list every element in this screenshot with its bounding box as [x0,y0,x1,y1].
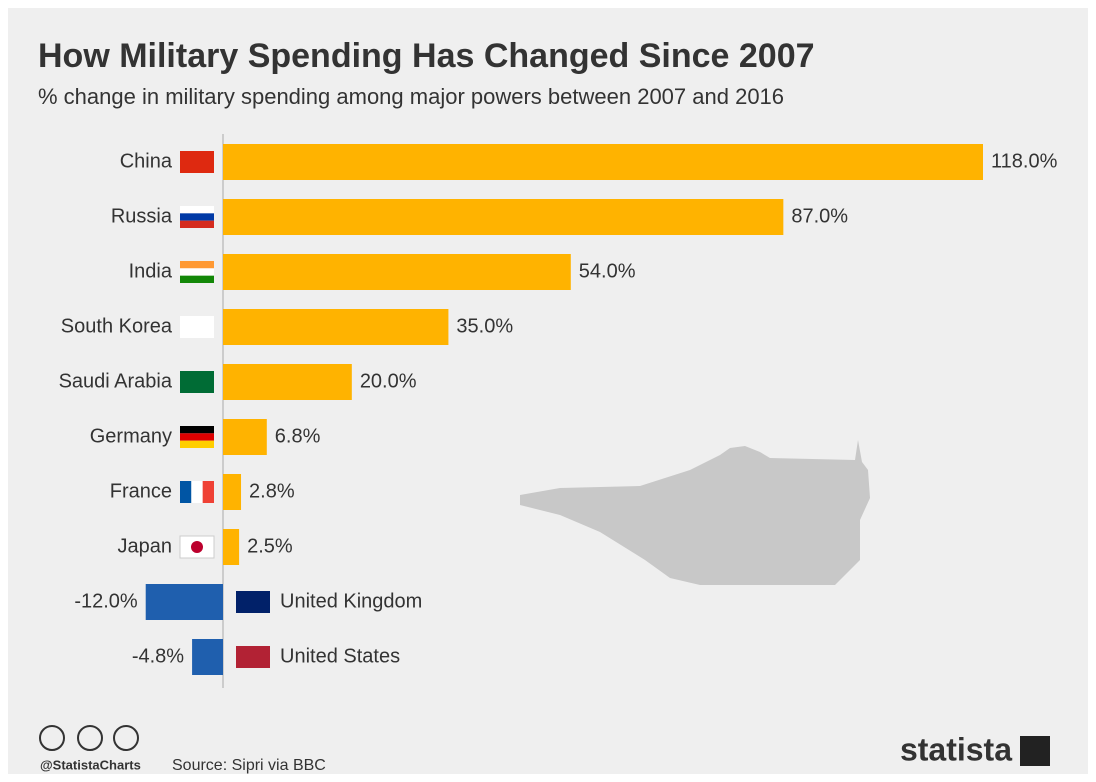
category-label: Saudi Arabia [59,370,173,392]
category-label: Germany [90,425,172,447]
value-label: 2.8% [249,480,295,502]
value-label: 54.0% [579,260,636,282]
bar [223,419,267,455]
value-label: -4.8% [132,645,184,667]
bar [223,309,449,345]
category-label: South Korea [61,315,173,337]
category-label: Japan [118,535,173,557]
category-label: India [129,260,173,282]
category-label: United States [280,645,400,667]
flag-part [180,371,214,393]
flag-part [236,591,270,613]
bar [223,474,242,510]
footer-source: Source: Sipri via BBC [172,757,326,774]
value-label: 35.0% [456,315,513,337]
bar [223,199,784,235]
flag-part [180,261,214,269]
flag-part [180,268,214,276]
flag-part [191,541,203,553]
flag-part [180,151,214,173]
bar [192,639,223,675]
value-label: 118.0% [991,150,1058,172]
bar [145,584,223,620]
brand: statista [900,731,1012,767]
category-label: Russia [111,205,173,227]
flag-part [180,433,214,441]
brand-logo [1020,736,1050,766]
flag-part [202,481,214,503]
value-label: 2.5% [247,535,293,557]
value-label: 6.8% [275,425,321,447]
flag-part [191,481,203,503]
category-label: France [110,480,172,502]
flag-part [180,316,214,338]
category-label: United Kingdom [280,590,422,612]
flag-part [180,206,214,214]
value-label: 87.0% [791,205,848,227]
bar [223,529,240,565]
flag-part [180,213,214,221]
value-label: -12.0% [74,590,138,612]
flag-part [180,220,214,228]
chart-subtitle: % change in military spending among majo… [38,84,784,109]
bar [223,144,983,180]
bar [223,254,571,290]
cc-icons [39,725,139,751]
tank-silhouette [520,440,870,585]
chart-title: How Military Spending Has Changed Since … [38,37,815,75]
flag-part [180,275,214,283]
footer-handle: @StatistaCharts [40,757,141,772]
category-label: China [120,150,173,172]
flag-part [180,426,214,434]
bar [223,364,352,400]
value-label: 20.0% [360,370,417,392]
flag-part [236,646,270,668]
flag-part [180,440,214,448]
flag-part [180,481,192,503]
